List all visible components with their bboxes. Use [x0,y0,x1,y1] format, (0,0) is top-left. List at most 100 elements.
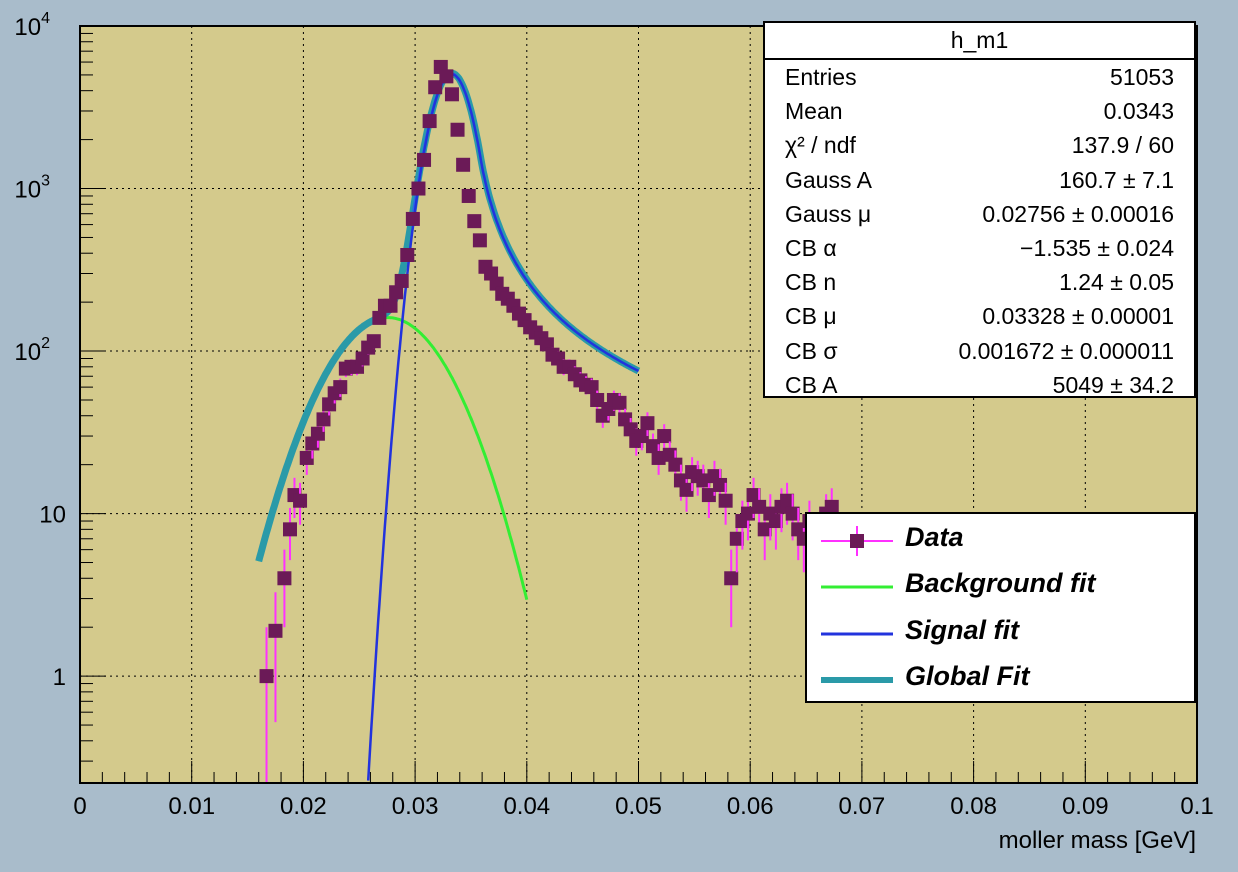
x-tick-label: 0.06 [727,793,774,820]
data-point [634,429,649,444]
y-tick-base: 10 [14,14,41,41]
y-tick-base: 10 [39,502,66,529]
data-point [259,669,274,684]
legend-label-data: Data [905,522,964,552]
stats-key: χ² / ndf [785,132,856,159]
data-point [322,397,337,412]
data-point [372,310,387,325]
stats-key: CB n [785,269,837,296]
data-point [651,450,666,465]
stats-row: CB α −1.535 ± 0.024 [765,231,1194,265]
data-point [623,422,638,437]
stats-row: Entries 51053 [765,60,1194,94]
y-tick-label: 1 [53,664,66,691]
stats-key: CB μ [785,303,837,330]
y-tick-exponent: 2 [41,335,50,352]
data-point [824,499,839,514]
stats-value: 51053 [1110,64,1174,90]
data-point [657,429,672,444]
stats-row: CB n 1.24 ± 0.05 [765,265,1194,299]
stats-value: 137.9 / 60 [1071,132,1174,159]
stats-key: Gauss A [785,166,872,193]
stats-key: Entries [785,64,857,90]
data-point [355,351,370,366]
axes: 0 0.01 0.02 0.03 0.04 0.05 0.06 0.07 0.08 0.09 0.1… [14,10,1213,820]
stats-value: 0.03328 ± 0.00001 [982,303,1174,330]
data-point [444,87,459,102]
legend: Data Background fit Signal fit Global Fi… [805,512,1196,703]
stats-value: 1.24 ± 0.05 [1059,269,1174,296]
data-point [450,122,465,137]
data-point [461,188,476,203]
stats-row: χ² / ndf 137.9 / 60 [765,128,1194,162]
data-point [729,531,744,546]
stats-title: h_m1 [765,23,1194,60]
x-tick-label: 0.07 [839,793,886,820]
stats-row: Gauss μ 0.02756 ± 0.00016 [765,197,1194,231]
green-line-icon [821,585,893,589]
stats-key: CB A [785,371,838,398]
data-point [696,473,711,488]
x-tick-label: 0.04 [503,793,550,820]
y-tick-base: 1 [53,664,66,691]
y-tick-label: 103 [14,173,50,204]
x-tick-label: 0.09 [1062,793,1109,820]
x-tick-label: 0.1 [1180,793,1213,820]
data-point [780,493,795,508]
data-point [422,114,437,129]
data-point [411,181,426,196]
data-point [646,439,661,454]
data-point [713,477,728,492]
y-tick-base: 10 [14,177,41,204]
data-point [746,488,761,503]
y-tick-label: 10 [39,502,66,529]
legend-item-data: Data [807,518,1194,564]
data-point [439,69,454,84]
stats-value: 0.0343 [1103,98,1174,125]
data-point [456,157,471,172]
data-point [584,380,599,395]
data-point [757,522,772,537]
x-tick-label: 0.03 [392,793,439,820]
data-point [333,380,348,395]
data-point [400,247,415,262]
data-point [383,298,398,313]
data-point [640,416,655,431]
data-point [405,211,420,226]
data-point [428,80,443,95]
stats-row: Mean 0.0343 [765,94,1194,128]
x-tick-label: 0.01 [168,793,215,820]
data-point [394,273,409,288]
y-tick-exponent: 4 [41,10,50,27]
data-point [768,514,783,529]
data-point [299,450,314,465]
stats-key: Mean [785,98,843,125]
stats-box: h_m1 Entries 51053 Mean 0.0343 χ² / ndf 137.9… [763,21,1196,398]
teal-line-icon [821,677,893,683]
data-point [293,493,308,508]
stats-value: −1.535 ± 0.024 [1020,234,1174,261]
legend-label-global-fit: Global Fit [905,661,1030,691]
y-tick-exponent: 3 [41,173,50,190]
data-point [277,571,292,586]
stats-rows: Entries 51053 Mean 0.0343 χ² / ndf 137.9 / 60… [765,60,1194,402]
legend-label-signal-fit: Signal fit [905,615,1019,645]
stats-row: CB A 5049 ± 34.2 [765,368,1194,402]
x-tick-label: 0 [73,793,86,820]
stats-row: CB σ 0.001672 ± 0.000011 [765,334,1194,368]
stats-row: Gauss A 160.7 ± 7.1 [765,163,1194,197]
stats-key: Gauss μ [785,200,872,227]
data-point [752,499,767,514]
blue-line-icon [821,632,893,636]
stats-key: CB α [785,234,837,261]
legend-label-background-fit: Background fit [905,568,1096,598]
legend-item-global-fit: Global Fit [807,657,1194,703]
stats-row: CB μ 0.03328 ± 0.00001 [765,299,1194,333]
data-point [366,334,381,349]
y-tick-base: 10 [14,339,41,366]
y-tick-label: 104 [14,10,50,41]
x-tick-label: 0.08 [950,793,997,820]
data-point [316,412,331,427]
data-point [740,506,755,521]
data-point [389,285,404,300]
